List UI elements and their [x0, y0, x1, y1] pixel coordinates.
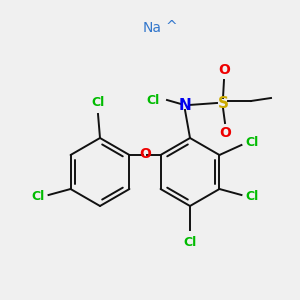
- Text: ^: ^: [166, 20, 178, 34]
- Text: O: O: [139, 147, 151, 161]
- Text: Cl: Cl: [246, 190, 259, 203]
- Text: Cl: Cl: [92, 95, 105, 109]
- Text: O: O: [219, 126, 231, 140]
- Text: Cl: Cl: [31, 190, 44, 203]
- Text: Cl: Cl: [183, 236, 196, 248]
- Text: Cl: Cl: [246, 136, 259, 149]
- Text: Cl: Cl: [146, 94, 160, 106]
- Text: N: N: [178, 98, 191, 112]
- Text: O: O: [218, 63, 230, 77]
- Text: Na: Na: [143, 21, 162, 35]
- Text: S: S: [218, 95, 229, 110]
